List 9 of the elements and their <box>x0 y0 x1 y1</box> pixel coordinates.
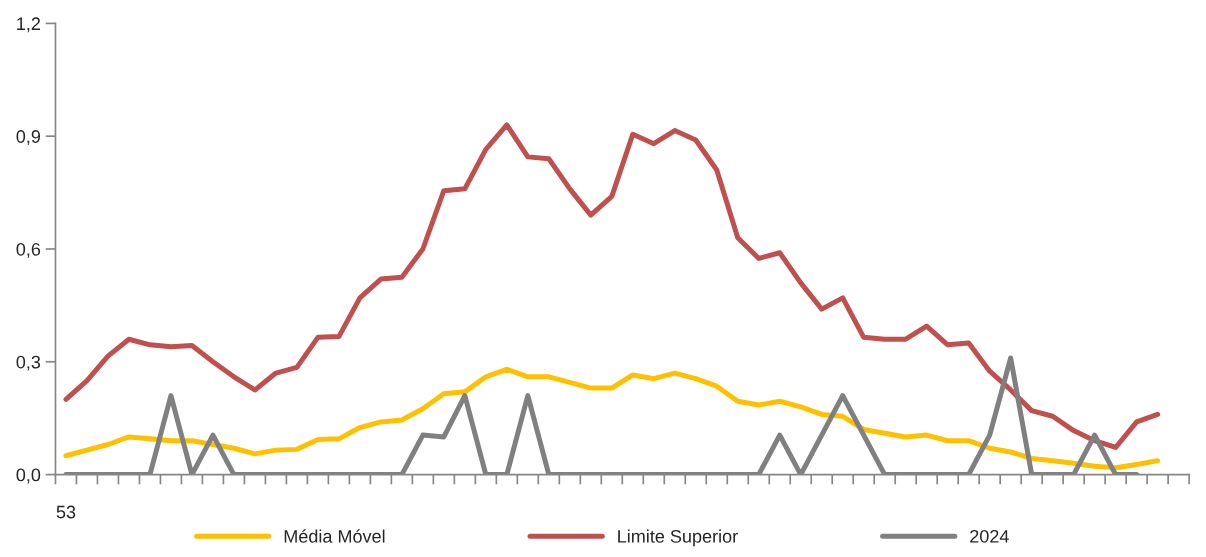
x-tick-label: 53 <box>56 505 76 519</box>
y-tick-label: 0,3 <box>16 355 41 371</box>
legend-label: 2024 <box>970 529 1009 543</box>
y-tick-label: 0,6 <box>16 242 41 258</box>
y-tick-label: 0,0 <box>16 468 41 484</box>
y-tick-label: 0,9 <box>16 130 41 146</box>
legend-label: Limite Superior <box>618 529 738 547</box>
legend-label: Média Móvel <box>284 529 385 543</box>
y-tick-label: 1,2 <box>17 17 40 33</box>
